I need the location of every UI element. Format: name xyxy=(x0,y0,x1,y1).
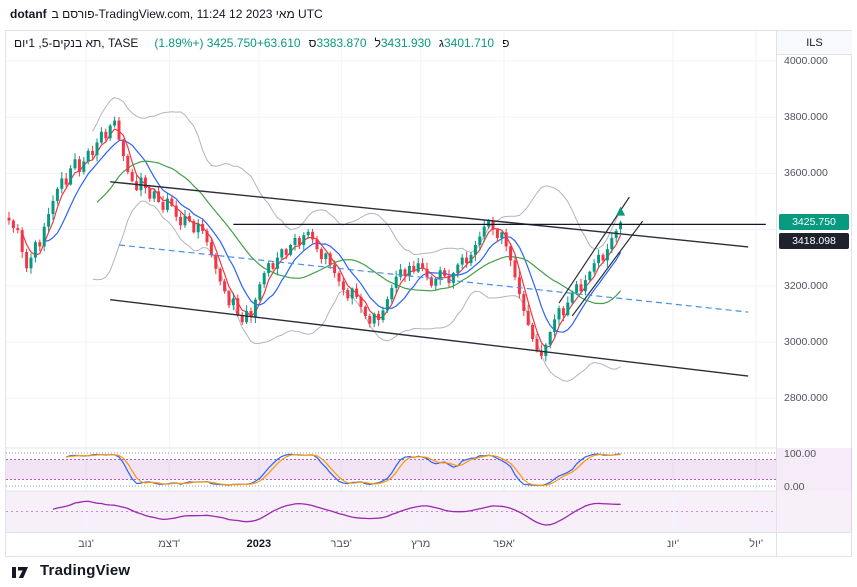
publish-info: פורסם ב-TradingView.com, 11:24 12 מאי 20… xyxy=(51,7,323,21)
open-value: 3401.710 xyxy=(444,36,495,50)
price-tick-label: 4000.000 xyxy=(784,55,828,67)
last-price-badge: 3425.750 xyxy=(779,214,849,231)
time-axis-label: דצמ' xyxy=(158,538,181,550)
time-axis-label: יול' xyxy=(749,538,763,550)
momentum-axis-area xyxy=(777,491,852,532)
price-tick-label: 3200.000 xyxy=(784,279,828,292)
time-axis-label: נוב' xyxy=(78,538,94,550)
time-axis-label: יונ' xyxy=(666,538,680,550)
low-value: 3383.870 xyxy=(316,36,367,50)
indicator-tick-label: 0.00 xyxy=(784,481,805,493)
price-tick-label: 3600.000 xyxy=(784,167,828,180)
symbol-title[interactable]: תא בנקים-5, 1יום, TASE xyxy=(14,36,139,50)
publish-header: dotanf פורסם ב-TradingView.com, 11:24 12 … xyxy=(10,7,323,21)
tradingview-brand[interactable]: TradingView xyxy=(40,562,131,579)
price-tick-label: 3800.000 xyxy=(784,111,828,124)
open-label: פ xyxy=(502,36,510,50)
axis-corner xyxy=(776,532,851,556)
price-axis[interactable]: ILS 4000.000 3800.000 3600.000 3200.000 3000… xyxy=(776,31,852,532)
chart-plot-area[interactable]: תא בנקים-5, 1יום, TASE פ 3401.710ג 3431.930… xyxy=(6,31,776,532)
currency-label: ILS xyxy=(777,31,852,55)
currency-text: ILS xyxy=(806,36,823,49)
time-axis-label: אפר' xyxy=(493,538,515,550)
chart-frame: תא בנקים-5, 1יום, TASE פ 3401.710ג 3431.930… xyxy=(5,30,852,557)
stoch-axis-area xyxy=(777,448,852,491)
close-label: ס xyxy=(308,36,317,50)
symbol-legend: תא בנקים-5, 1יום, TASE פ 3401.710ג 3431.930… xyxy=(14,36,509,50)
high-value: 3431.930 xyxy=(380,36,431,50)
tradingview-logo[interactable] xyxy=(12,563,33,578)
author-name: dotanf xyxy=(10,7,47,21)
high-label: ג xyxy=(438,36,444,50)
price-tick-label: 3000.000 xyxy=(784,335,828,348)
indicator-tick-label: 100.00 xyxy=(784,448,817,460)
low-label: ל xyxy=(374,36,381,50)
time-axis-label: פבר' xyxy=(330,538,352,550)
time-axis[interactable]: נוב' דצמ' 2023 פבר' מרץ אפר' יונ' יול' xyxy=(6,532,776,556)
time-axis-label: 2023 xyxy=(246,538,272,550)
footer: TradingView xyxy=(12,562,130,579)
price-chart-canvas[interactable] xyxy=(6,31,776,532)
drawing-price-badge: 3418.098 xyxy=(779,233,849,250)
change-value: +63.610 (+1.89%) xyxy=(154,36,301,50)
price-tick-label: 2800.000 xyxy=(784,392,828,404)
time-axis-label: מרץ xyxy=(411,538,431,550)
close-value: 3425.750 xyxy=(206,36,257,50)
